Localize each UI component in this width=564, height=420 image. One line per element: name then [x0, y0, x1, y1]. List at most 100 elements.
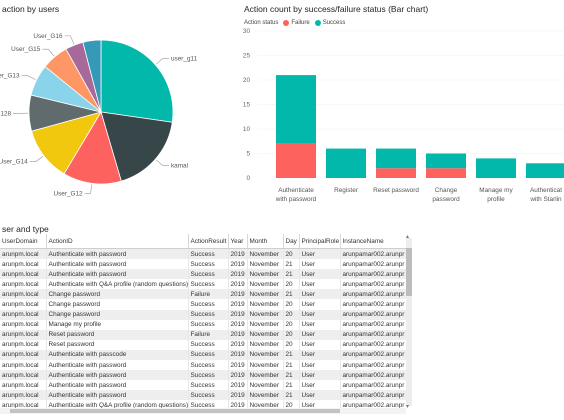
cell-year: 2019	[227, 299, 247, 310]
cell-instancename: arunpamar002.arunpr	[339, 380, 408, 391]
column-header-year[interactable]: Year	[227, 234, 247, 249]
pie-leader-line	[64, 35, 75, 45]
pie-label-g128: G128	[0, 110, 11, 117]
x-tick-label: Change	[435, 187, 458, 194]
cell-principalrole: User	[298, 339, 340, 350]
legend-item-success[interactable]: Success	[314, 20, 345, 26]
cell-actionresult: Success	[187, 259, 228, 270]
table-row[interactable]: arunpm.local Authenticate with password Su…	[0, 248, 408, 260]
cell-instancename: arunpamar002.arunpr	[339, 339, 408, 350]
cell-actionid: Authenticate with password	[45, 259, 188, 270]
cell-instancename: arunpamar002.arunpr	[339, 299, 408, 310]
table-row[interactable]: arunpm.local Authenticate with password Su…	[0, 370, 408, 381]
cell-instancename: arunpamar002.arunpr	[339, 329, 408, 340]
bar-failure-change-password[interactable]	[426, 168, 466, 178]
cell-userdomain: arunpm.local	[0, 248, 46, 260]
cell-actionresult: Success	[187, 349, 228, 361]
vertical-scrollbar[interactable]: ▴ ▾	[406, 234, 412, 410]
y-tick-label: 0	[246, 175, 250, 182]
bar-legend: Action status Failure Success	[244, 20, 345, 26]
table-row[interactable]: arunpm.local Change password Failure 2019 No…	[0, 289, 408, 300]
scroll-down-icon[interactable]: ▾	[406, 404, 410, 410]
cell-year: 2019	[227, 400, 247, 411]
cell-userdomain: arunpm.local	[0, 370, 46, 381]
horizontal-scrollbar[interactable]	[0, 408, 406, 414]
table-row[interactable]: arunpm.local Authenticate with password Su…	[0, 380, 408, 391]
cell-userdomain: arunpm.local	[0, 289, 46, 300]
table-row[interactable]: arunpm.local Authenticate with Q&A profil…	[0, 400, 408, 411]
cell-day: 21	[282, 349, 299, 361]
cell-day: 20	[282, 279, 299, 290]
cell-day: 21	[282, 380, 299, 391]
pie-label-user-g11: user_g11	[171, 55, 198, 62]
table-row[interactable]: arunpm.local Manage my profile Success 2019…	[0, 319, 408, 330]
cell-year: 2019	[227, 279, 247, 290]
horizontal-scroll-thumb[interactable]	[10, 409, 340, 413]
table-row[interactable]: arunpm.local Change password Success 2019 No…	[0, 299, 408, 310]
cell-actionid: Authenticate with Q&A profile (random qu…	[45, 279, 188, 290]
cell-instancename: arunpamar002.arunpr	[339, 390, 408, 401]
cell-userdomain: arunpm.local	[0, 309, 46, 320]
cell-day: 21	[282, 269, 299, 280]
bar-failure-reset-password[interactable]	[376, 168, 416, 178]
bar-chart[interactable]: 0 5 10 15 20 25 30 Authenticate with password Reg…	[236, 28, 564, 214]
cell-principalrole: User	[298, 279, 340, 290]
bar-success-change-password[interactable]	[426, 153, 466, 169]
column-header-instancename[interactable]: InstanceName	[339, 234, 408, 249]
cell-principalrole: User	[298, 400, 340, 411]
pie-label-user-g15: User_G15	[11, 46, 41, 53]
column-header-actionresult[interactable]: ActionResult	[187, 234, 228, 249]
cell-month: November	[246, 349, 283, 361]
column-header-userdomain[interactable]: UserDomain	[0, 234, 46, 249]
cell-actionresult: Success	[187, 360, 228, 371]
table-row[interactable]: arunpm.local Reset password Failure 2019 Nov…	[0, 329, 408, 340]
x-tick-label: Authenticate	[278, 187, 314, 194]
table-row[interactable]: arunpm.local Authenticate with password Su…	[0, 269, 408, 280]
pie-slice-user-g12[interactable]	[63, 111, 122, 185]
cell-instancename: arunpamar002.arunpr	[339, 259, 408, 270]
cell-actionid: Authenticate with password	[45, 380, 188, 391]
cell-month: November	[246, 329, 283, 340]
cell-year: 2019	[227, 319, 247, 330]
table-row[interactable]: arunpm.local Reset password Success 2019 Nov…	[0, 339, 408, 350]
pie-slice-user-g11[interactable]	[100, 39, 174, 123]
bar-success-authenticate-with-password[interactable]	[276, 75, 316, 144]
scroll-up-icon[interactable]: ▴	[406, 234, 410, 240]
column-header-actionid[interactable]: ActionID	[45, 234, 188, 249]
cell-actionid: Change password	[45, 289, 188, 300]
cell-month: November	[246, 319, 283, 330]
pie-slice-slice-8[interactable]	[82, 39, 102, 113]
table-row[interactable]: arunpm.local Authenticate with password Su…	[0, 259, 408, 270]
cell-day: 20	[282, 329, 299, 340]
column-header-day[interactable]: Day	[282, 234, 299, 249]
pie-slice-kamal[interactable]	[100, 111, 173, 182]
cell-instancename: arunpamar002.arunpr	[339, 400, 408, 411]
column-header-month[interactable]: Month	[246, 234, 283, 249]
table-row[interactable]: arunpm.local Authenticate with Q&A profil…	[0, 279, 408, 290]
cell-day: 21	[282, 289, 299, 300]
pie-leader-line	[21, 75, 36, 80]
cell-actionresult: Success	[187, 339, 228, 350]
column-header-principalrole[interactable]: PrincipalRole	[298, 234, 340, 249]
x-tick-label: with password	[275, 196, 317, 203]
cell-month: November	[246, 309, 283, 320]
bar-success-reset-password[interactable]	[376, 148, 416, 169]
bar-failure-authenticate-with-password[interactable]	[276, 143, 316, 178]
cell-userdomain: arunpm.local	[0, 329, 46, 340]
cell-year: 2019	[227, 380, 247, 391]
cell-userdomain: arunpm.local	[2, 280, 39, 288]
table-row[interactable]: arunpm.local Authenticate with password Su…	[0, 390, 408, 401]
bar-success-authenticat-with-starlin[interactable]	[526, 163, 564, 178]
bar-success-register[interactable]	[326, 148, 366, 178]
cell-day: 20	[282, 319, 299, 330]
table-header-row: UserDomain ActionID ActionResult Year Month D…	[0, 234, 408, 249]
table-row[interactable]: arunpm.local Authenticate with passcode Su…	[0, 349, 408, 361]
vertical-scroll-thumb[interactable]	[406, 248, 412, 296]
legend-item-failure[interactable]: Failure	[283, 20, 310, 26]
cell-userdomain: arunpm.local	[2, 381, 39, 389]
table-row[interactable]: arunpm.local Authenticate with password Su…	[0, 360, 408, 371]
bar-chart-title: Action count by success/failure status (…	[244, 4, 429, 14]
bar-success-manage-my-profile[interactable]	[476, 158, 516, 178]
table-row[interactable]: arunpm.local Change password Success 2019 No…	[0, 309, 408, 320]
